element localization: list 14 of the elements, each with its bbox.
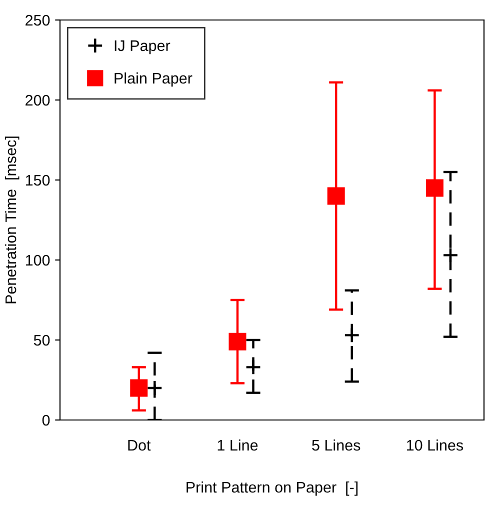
x-tick-label: 5 Lines: [312, 439, 360, 451]
y-tick-label: 200: [26, 94, 50, 106]
y-tick-label: 150: [26, 174, 50, 186]
x-tick-label: 1 Line: [218, 439, 258, 451]
x-axis-title: Print Pattern on Paper [-]: [186, 481, 358, 496]
legend-label: IJ Paper: [114, 40, 170, 54]
y-tick-label: 0: [42, 414, 50, 426]
legend-label: Plain Paper: [114, 72, 192, 87]
x-tick-label: Dot: [128, 440, 151, 451]
y-tick-label: 100: [26, 254, 50, 266]
x-tick-label: 10 Lines: [406, 439, 464, 451]
y-tick-label: 50: [34, 334, 50, 346]
y-tick-label: 250: [26, 14, 50, 26]
y-axis-title: Penetration Time [msec]: [4, 136, 20, 304]
